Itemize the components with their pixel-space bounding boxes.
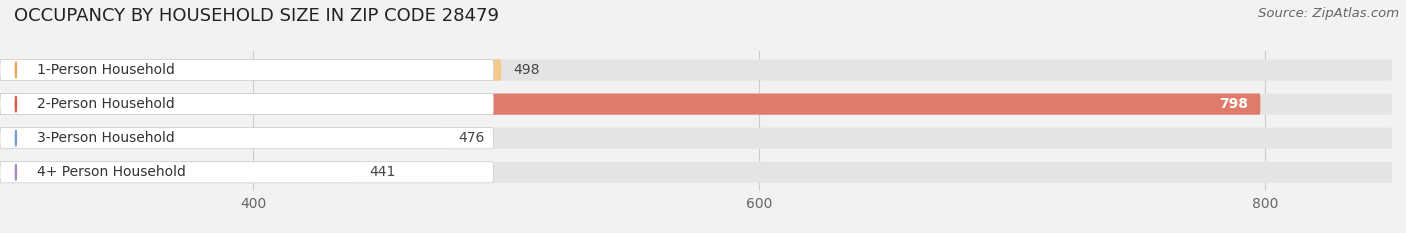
Text: 2-Person Household: 2-Person Household xyxy=(37,97,174,111)
FancyBboxPatch shape xyxy=(0,93,1260,115)
Text: 441: 441 xyxy=(370,165,396,179)
Text: 1-Person Household: 1-Person Household xyxy=(37,63,174,77)
Text: 798: 798 xyxy=(1219,97,1247,111)
Text: 476: 476 xyxy=(458,131,485,145)
Text: Source: ZipAtlas.com: Source: ZipAtlas.com xyxy=(1258,7,1399,20)
FancyBboxPatch shape xyxy=(0,162,494,183)
FancyBboxPatch shape xyxy=(0,59,501,81)
FancyBboxPatch shape xyxy=(0,128,446,149)
FancyBboxPatch shape xyxy=(0,59,1392,81)
Text: 4+ Person Household: 4+ Person Household xyxy=(37,165,186,179)
FancyBboxPatch shape xyxy=(0,59,494,81)
Text: 498: 498 xyxy=(513,63,540,77)
FancyBboxPatch shape xyxy=(0,128,1392,149)
FancyBboxPatch shape xyxy=(0,93,1392,115)
FancyBboxPatch shape xyxy=(0,162,1392,183)
FancyBboxPatch shape xyxy=(0,162,357,183)
Text: OCCUPANCY BY HOUSEHOLD SIZE IN ZIP CODE 28479: OCCUPANCY BY HOUSEHOLD SIZE IN ZIP CODE … xyxy=(14,7,499,25)
FancyBboxPatch shape xyxy=(0,128,494,149)
Text: 3-Person Household: 3-Person Household xyxy=(37,131,174,145)
FancyBboxPatch shape xyxy=(0,93,494,115)
